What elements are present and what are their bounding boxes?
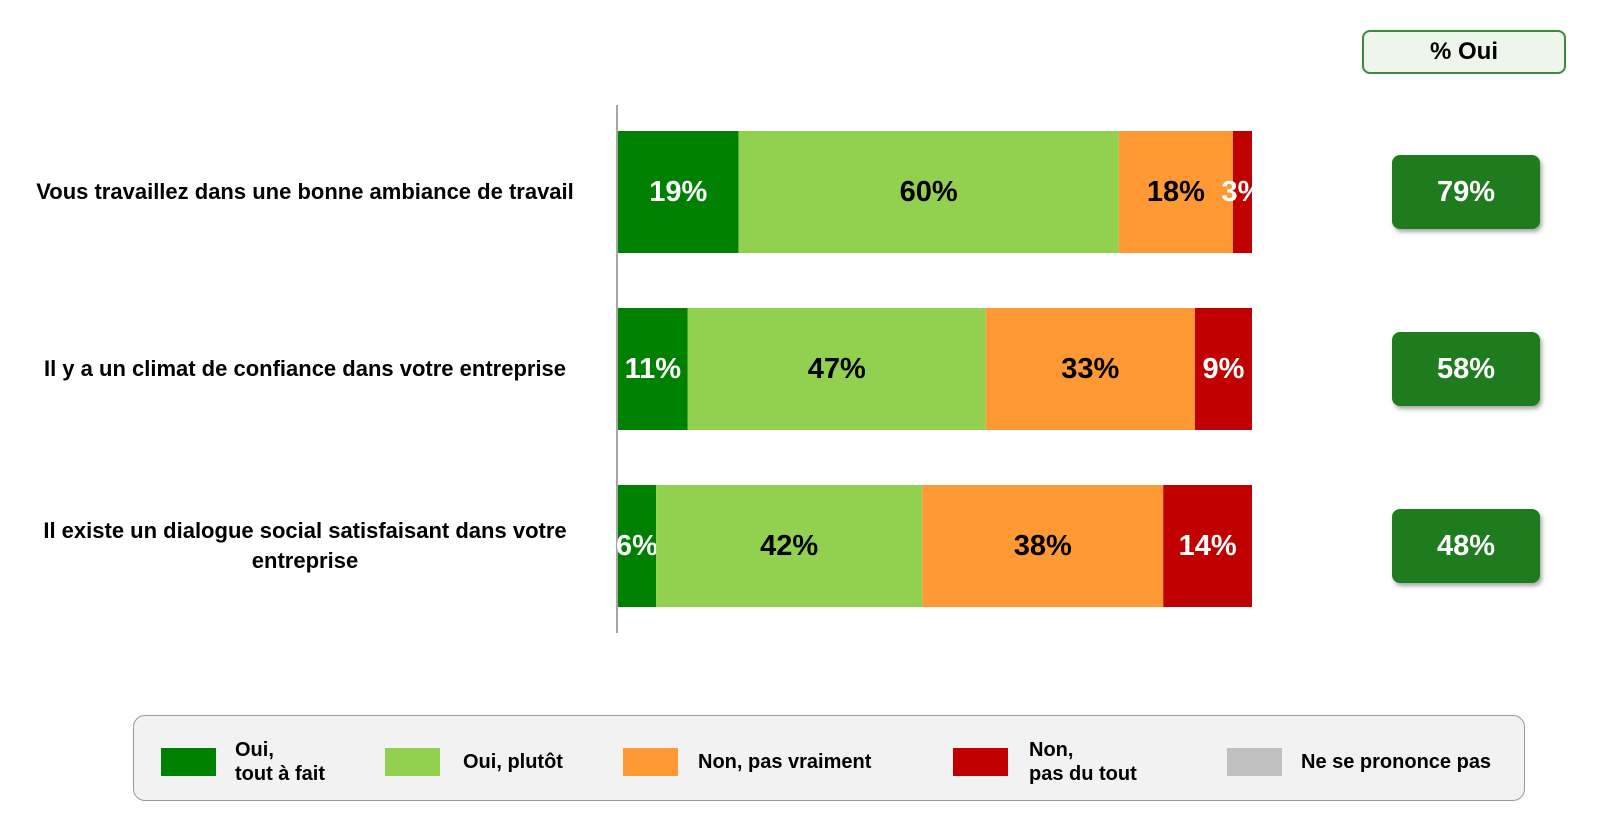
value-label: 14% — [1179, 530, 1237, 562]
bar-segment — [985, 308, 1195, 430]
bar-segment — [1163, 485, 1252, 607]
value-label: 11% — [625, 353, 682, 385]
bar-segment — [738, 131, 1119, 253]
legend-swatch — [1227, 748, 1282, 776]
bar-segment — [1194, 308, 1252, 430]
total-value: 58% — [1392, 332, 1540, 406]
legend-swatch — [385, 748, 440, 776]
legend-label: Oui, tout à fait — [235, 739, 325, 785]
legend-label: Ne se prononce pas — [1301, 751, 1492, 773]
bar-segment — [618, 131, 739, 253]
bar-segment — [687, 308, 986, 430]
bar-segment — [618, 485, 657, 607]
legend: Oui, tout à fait Oui, plutôt Non, pas vrai… — [133, 715, 1525, 801]
value-label: 3% — [1222, 176, 1264, 208]
value-label: 60% — [900, 176, 958, 208]
value-label: 19% — [649, 176, 707, 208]
value-label: 9% — [1203, 353, 1245, 385]
bar-segment — [1232, 131, 1252, 253]
totals-title: % Oui — [1362, 30, 1566, 74]
category-label: Il y a un climat de confiance dans votre… — [43, 356, 567, 381]
legend-swatch — [953, 748, 1008, 776]
bar-segment — [656, 485, 923, 607]
legend-label: Oui, plutôt — [463, 751, 563, 773]
bar-segment — [922, 485, 1164, 607]
legend-label: Non, pas vraiment — [698, 751, 872, 773]
category-label: Vous travaillez dans une bonne ambiance … — [36, 179, 574, 204]
value-label: 42% — [760, 530, 818, 562]
legend-swatch — [161, 748, 216, 776]
legend-label: Non, pas du tout — [1029, 739, 1137, 785]
bar-segment — [618, 308, 688, 430]
value-label: 18% — [1147, 176, 1205, 208]
legend-swatch — [623, 748, 678, 776]
value-label: 38% — [1014, 530, 1072, 562]
total-value: 79% — [1392, 155, 1540, 229]
total-value: 48% — [1392, 509, 1540, 583]
bar-segment — [1118, 131, 1233, 253]
value-label: 6% — [616, 530, 658, 562]
value-label: 33% — [1061, 353, 1119, 385]
category-label: Il existe un dialogue social satisfaisan… — [43, 518, 567, 573]
value-label: 47% — [808, 353, 866, 385]
